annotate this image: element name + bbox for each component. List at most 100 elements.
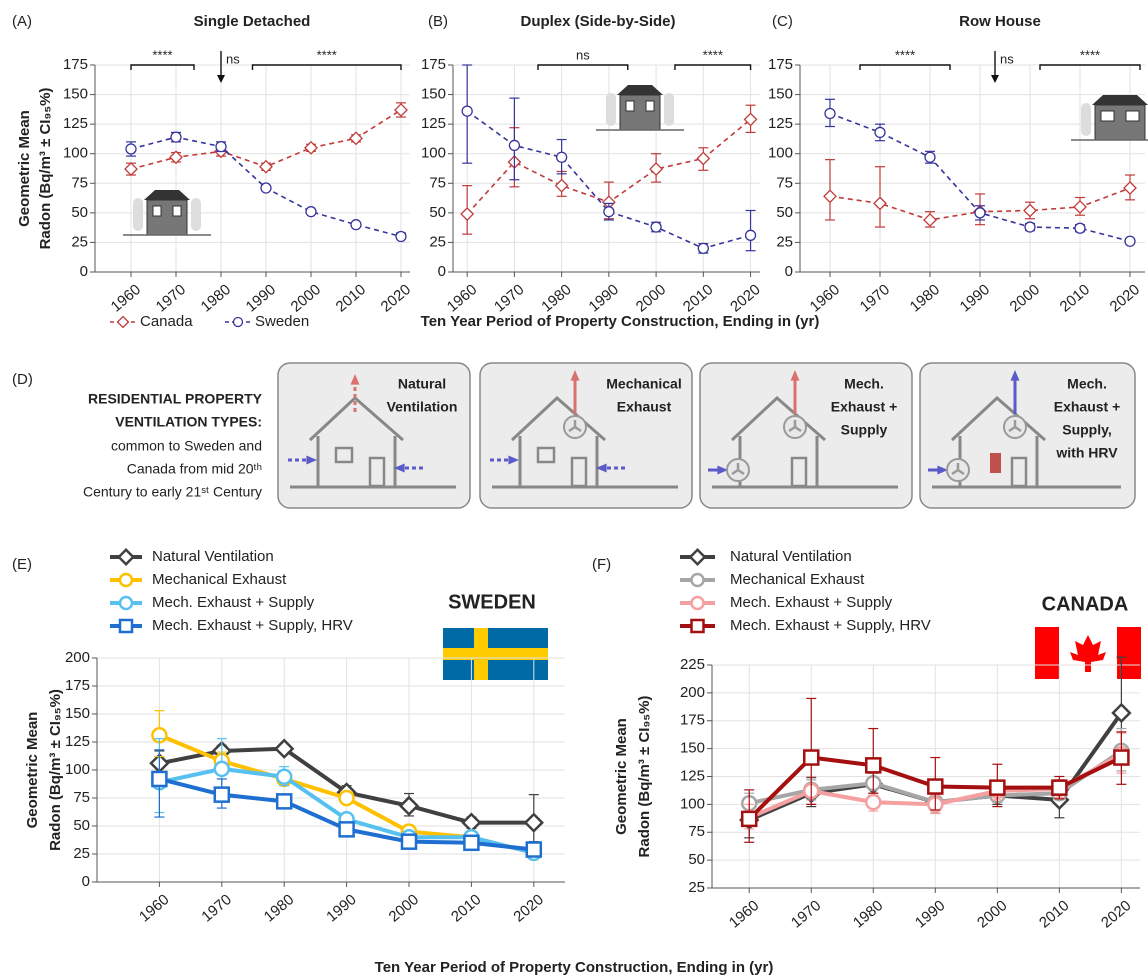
legend-marker <box>118 618 134 634</box>
x-tick-label: 2000 <box>386 891 422 925</box>
data-point <box>523 812 544 833</box>
legend-label: Mechanical Exhaust <box>152 571 287 588</box>
y-tick-label: 75 <box>688 823 705 840</box>
tree <box>133 198 143 231</box>
exhaust-arrow-head <box>350 374 360 385</box>
sig-label: ns <box>226 51 240 66</box>
window <box>1125 110 1140 122</box>
fan-blades <box>1008 420 1022 433</box>
data-point <box>338 789 355 807</box>
ventilation-type: Supply, <box>1062 422 1112 438</box>
y-tick-label: 75 <box>71 174 88 191</box>
y-tick-label: 225 <box>680 656 705 673</box>
legend-label: Sweden <box>255 313 309 330</box>
x-tick-label: 2010 <box>680 281 716 315</box>
x-tick-label: 1970 <box>857 281 893 315</box>
data-point <box>461 812 482 833</box>
panel-description: Canada from mid 20ᵗʰ <box>127 461 262 477</box>
ventilation-type: Supply <box>841 422 888 438</box>
sig-label: ns <box>576 47 590 62</box>
y-tick-label: 25 <box>688 879 705 896</box>
y-tick-label: 175 <box>63 56 88 73</box>
error-bar <box>509 97 520 181</box>
sig-bracket <box>130 64 195 70</box>
x-tick-label: 2000 <box>633 281 669 315</box>
data-point <box>923 213 937 227</box>
y-axis-title: Radon (Bq/m³ ± CI₉₅%) <box>37 88 54 250</box>
x-tick-label: 2020 <box>1098 897 1134 931</box>
data-point <box>874 126 886 139</box>
sig-label: **** <box>317 47 337 62</box>
y-tick-label: 150 <box>421 86 446 103</box>
legend-label: Mech. Exhaust + Supply, HRV <box>152 617 353 634</box>
legend-marker <box>118 595 134 611</box>
legend-marker <box>690 595 705 611</box>
supply-arrow-head <box>937 465 948 475</box>
x-tick-label: 1970 <box>491 281 527 315</box>
window <box>334 446 354 464</box>
data-point <box>305 206 317 218</box>
house-outline <box>510 395 606 486</box>
data-point <box>1023 203 1037 218</box>
y-tick-label: 125 <box>421 115 446 132</box>
chart-title: Duplex (Side-by-Side) <box>520 13 675 30</box>
y-tick-label: 100 <box>680 795 705 812</box>
fan-blades <box>568 420 582 433</box>
data-point <box>398 795 420 817</box>
fan-blades <box>788 420 802 433</box>
x-axis-title: Ten Year Period of Property Construction… <box>421 313 820 330</box>
legend-label: Mech. Exhaust + Supply <box>730 594 893 611</box>
tree <box>606 93 616 126</box>
bracket-line <box>859 64 951 70</box>
exhaust-arrow-head <box>1010 370 1020 381</box>
door <box>368 456 386 488</box>
y-tick-label: 25 <box>429 233 446 250</box>
y-tick-label: 75 <box>429 174 446 191</box>
data-point <box>1113 749 1130 766</box>
y-axis-title: Radon (Bq/m³ ± CI₉₅%) <box>636 696 653 858</box>
y-tick-label: 125 <box>680 767 705 784</box>
data-point <box>1124 235 1136 247</box>
data-point <box>124 162 138 177</box>
hrv-unit <box>990 453 1001 473</box>
inflow-arrow-head <box>394 463 405 473</box>
x-tick-label: 1980 <box>538 281 574 315</box>
y-tick-label: 0 <box>438 263 446 280</box>
sig-label: **** <box>1080 47 1100 62</box>
legend-marker <box>232 316 244 328</box>
y-tick-label: 100 <box>63 145 88 162</box>
building-icon <box>123 190 211 236</box>
x-tick-label: 1960 <box>726 897 762 931</box>
door <box>790 456 808 488</box>
legend-marker <box>690 618 705 634</box>
data-point <box>338 821 355 838</box>
y-tick-label: 25 <box>776 233 793 250</box>
x-tick-label: 1990 <box>585 281 621 315</box>
sig-arrowhead <box>991 75 999 83</box>
data-point <box>802 749 820 766</box>
x-tick-label: 2020 <box>510 891 546 925</box>
y-tick-label: 125 <box>65 733 90 750</box>
sig-label: **** <box>152 47 172 62</box>
data-point <box>213 786 231 803</box>
annotation: SWEDEN <box>448 591 536 613</box>
y-axis-title: Geometric Mean <box>613 718 630 835</box>
roof <box>1092 95 1148 105</box>
x-tick-label: 2000 <box>974 897 1010 931</box>
y-tick-label: 25 <box>71 233 88 250</box>
ventilation-box <box>699 362 913 509</box>
ventilation-type: Exhaust + <box>1054 399 1121 415</box>
y-tick-label: 150 <box>680 740 705 757</box>
y-axis-title: Radon (Bq/m³ ± CI₉₅%) <box>47 689 64 851</box>
y-tick-label: 175 <box>421 56 446 73</box>
ventilation-type: Natural <box>398 376 446 392</box>
sig-label: **** <box>895 47 915 62</box>
y-tick-label: 50 <box>73 817 90 834</box>
data-point <box>824 107 836 120</box>
building-icon <box>596 85 684 131</box>
panel-description: Century to early 21ˢᵗ Century <box>83 484 262 500</box>
sig-bracket <box>537 64 629 70</box>
data-point <box>460 207 475 221</box>
x-tick-label: 1990 <box>912 897 948 931</box>
y-tick-label: 50 <box>776 204 793 221</box>
